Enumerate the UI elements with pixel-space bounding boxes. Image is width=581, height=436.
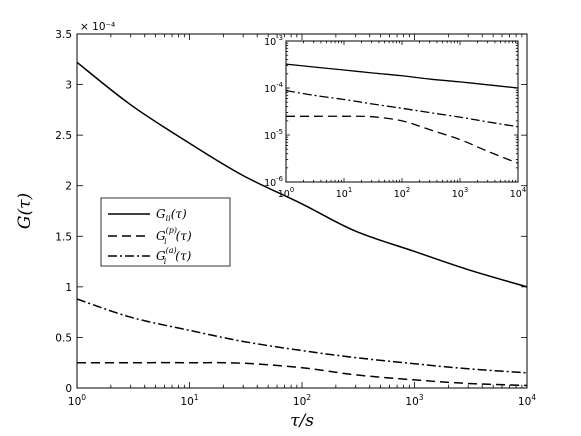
main-ticks [76, 33, 528, 389]
legend-label-gii: Gii(τ) [156, 207, 187, 223]
y-tick-label: 3 [65, 80, 72, 92]
x-tick-label: 101 [336, 186, 352, 200]
x-axis-title: τ/s [290, 411, 314, 431]
y-tick-label: 0.5 [55, 332, 72, 344]
y-axis-title: G(τ) [15, 193, 35, 229]
y-tick-label: 10-6 [264, 175, 283, 189]
series-line-gii [285, 63, 519, 89]
y-tick-label: 0 [65, 383, 72, 395]
legend-label-ga: G(a) i (τ) [156, 246, 192, 266]
y-tick-label: 1 [65, 282, 72, 294]
series-line-ga [285, 89, 519, 128]
y-tick-label: 1.5 [55, 231, 72, 243]
series-line-ga [76, 298, 528, 374]
legend-label-gp: G(p) i (τ) [156, 226, 192, 246]
y-tick-label: 10-4 [264, 81, 283, 95]
series-line-gp [285, 115, 519, 164]
x-tick-label: 100 [278, 186, 294, 200]
main-plot-frame [76, 33, 528, 389]
main-tick-labels: 100 101 102 103 104 0 0.5 1 1.5 2 2.5 3 3.5 [55, 29, 536, 408]
inset-series [285, 63, 519, 164]
inset-chart: 100 101 102 103 104 10-6 10-5 10-4 10-3 [264, 34, 526, 200]
main-chart: 100 101 102 103 104 0 0.5 1 1.5 2 2.5 3 3.5 × 10⁻⁴ τ… [15, 21, 536, 431]
series-line-gii [76, 61, 528, 288]
inset-plot-frame [285, 40, 519, 183]
main-series [76, 61, 528, 387]
legend-box [100, 197, 231, 267]
x-tick-label: 102 [293, 393, 311, 408]
x-tick-label: 100 [68, 393, 86, 408]
inset-tick-labels: 100 101 102 103 104 10-6 10-5 10-4 10-3 [264, 34, 526, 200]
x-tick-label: 101 [180, 393, 198, 408]
legend-entries: Gii(τ) G(p) i (τ)G(a) i (τ) [108, 207, 192, 266]
series-line-gp [77, 361, 528, 387]
y-tick-label: 2.5 [55, 130, 72, 142]
x-tick-label: 103 [405, 393, 423, 408]
y-tick-label: 10-3 [264, 34, 283, 48]
y-tick-label: 3.5 [55, 29, 72, 41]
legend: Gii(τ) G(p) i (τ)G(a) i (τ) [100, 197, 231, 267]
inset-background [286, 41, 518, 182]
y-multiplier-label: × 10⁻⁴ [80, 21, 115, 33]
y-tick-label: 2 [65, 181, 72, 193]
x-tick-label: 104 [518, 393, 536, 408]
x-tick-label: 102 [394, 186, 410, 200]
x-tick-label: 104 [510, 186, 526, 200]
x-tick-label: 103 [452, 186, 468, 200]
y-tick-label: 10-5 [264, 128, 283, 142]
